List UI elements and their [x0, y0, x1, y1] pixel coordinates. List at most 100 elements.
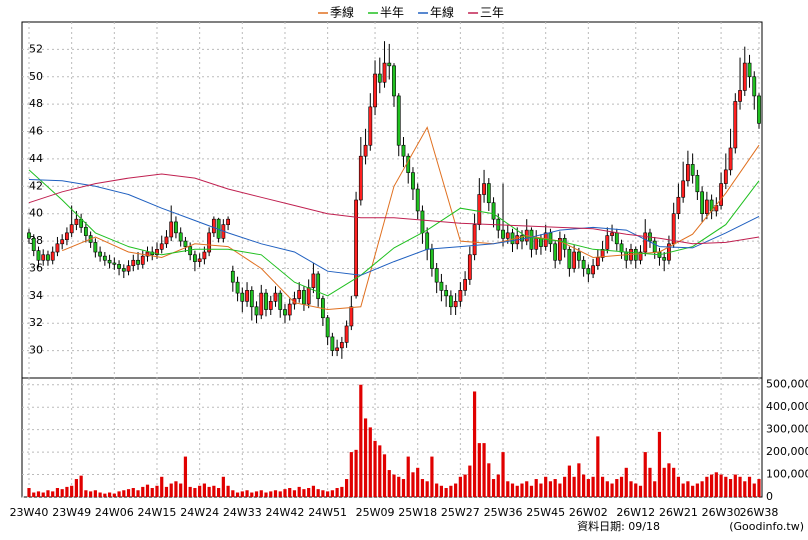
volume-bar	[160, 476, 164, 497]
volume-bar	[231, 490, 235, 497]
volume-bar	[32, 492, 36, 497]
volume-bar	[700, 481, 704, 497]
volume-bar	[112, 493, 116, 497]
volume-bar	[335, 488, 339, 497]
x-tick-label: 24W42	[266, 506, 305, 519]
volume-bar	[553, 479, 557, 497]
volume-bar	[363, 418, 368, 497]
candle-body	[264, 292, 268, 310]
candle-body	[46, 254, 50, 261]
candle-body	[671, 213, 676, 245]
candle-body	[719, 183, 723, 206]
volume-bar	[264, 492, 268, 497]
candle-body	[444, 290, 449, 297]
legend-label: 三年	[480, 6, 504, 20]
volume-bar	[198, 485, 202, 497]
x-tick-label: 25W27	[441, 506, 480, 519]
candle-body	[268, 301, 273, 310]
volume-bar	[302, 489, 306, 497]
candle-body	[733, 101, 738, 149]
volume-bar	[382, 454, 387, 497]
candle-body	[567, 248, 572, 269]
volume-bar	[259, 490, 263, 497]
candle-body	[529, 229, 534, 250]
candle-body	[704, 199, 709, 214]
candle-body	[287, 303, 292, 316]
volume-bar	[217, 488, 221, 497]
volume-bar	[226, 485, 230, 497]
x-tick-label: 26W21	[659, 506, 698, 519]
candle-body	[31, 238, 36, 251]
candle-body	[207, 232, 212, 253]
volume-bar	[84, 490, 88, 497]
volume-bar	[539, 483, 543, 497]
candle-body	[349, 306, 354, 327]
volume-bar	[463, 474, 467, 497]
candle-body	[681, 180, 686, 198]
candle-body	[401, 144, 406, 157]
volume-bar	[743, 481, 747, 497]
candle-body	[50, 251, 55, 261]
candle-body	[430, 248, 434, 269]
volume-bar	[36, 491, 41, 497]
volume-bar	[529, 485, 534, 497]
volume-bar	[212, 485, 216, 497]
x-tick-label: 25W09	[356, 506, 395, 519]
volume-bar	[141, 486, 145, 497]
volume-bar	[297, 486, 301, 497]
y-tick-label: 40	[29, 207, 43, 220]
candle-body	[273, 292, 278, 302]
candle-body	[373, 73, 377, 108]
candle-body	[477, 194, 482, 225]
candle-body	[69, 224, 74, 234]
volume-bar	[738, 476, 742, 497]
candle-body	[249, 290, 254, 308]
candle-body	[591, 265, 595, 275]
volume-bar	[501, 452, 505, 497]
candle-body	[358, 155, 363, 201]
candle-body	[126, 265, 131, 272]
candle-body	[278, 292, 283, 310]
x-tick-label: 25W45	[526, 506, 565, 519]
volume-bar	[193, 488, 197, 497]
volume-bar	[311, 485, 316, 497]
volume-bar	[278, 491, 282, 497]
volume-bar	[221, 476, 225, 497]
volume-bar	[344, 479, 349, 497]
candle-body	[463, 279, 468, 291]
volume-bar	[122, 490, 126, 497]
candle-body	[107, 259, 112, 264]
volume-bar	[425, 481, 429, 497]
candle-body	[486, 183, 491, 204]
volume-bar	[458, 476, 462, 497]
legend-label: 季線	[330, 5, 354, 20]
volume-bar	[188, 486, 192, 497]
volume-bar	[46, 490, 50, 497]
data-date: 資料日期: 09/18	[577, 519, 660, 533]
candle-body	[335, 347, 340, 351]
candle-body	[652, 240, 657, 253]
candle-body	[112, 262, 117, 265]
candle-body	[700, 191, 705, 214]
volume-bar	[487, 463, 491, 497]
y-tick-label: 52	[29, 42, 43, 55]
candle-body	[74, 218, 79, 225]
candle-body	[676, 196, 681, 214]
x-tick-label: 26W30	[702, 506, 741, 519]
volume-bar	[563, 476, 567, 497]
volume-bar	[662, 467, 666, 497]
volume-bar	[695, 483, 699, 497]
volume-bar	[392, 474, 396, 497]
candle-body	[534, 238, 539, 250]
volume-bar	[686, 481, 690, 497]
volume-bar	[657, 431, 662, 497]
candle-body	[164, 236, 169, 245]
volume-bar	[444, 488, 448, 497]
volume-bar	[145, 484, 150, 497]
candle-body	[614, 232, 619, 245]
y-tick-label: 38	[29, 234, 43, 247]
volume-bar	[55, 488, 60, 497]
volume-bar	[368, 427, 372, 497]
candle-body	[425, 232, 430, 250]
